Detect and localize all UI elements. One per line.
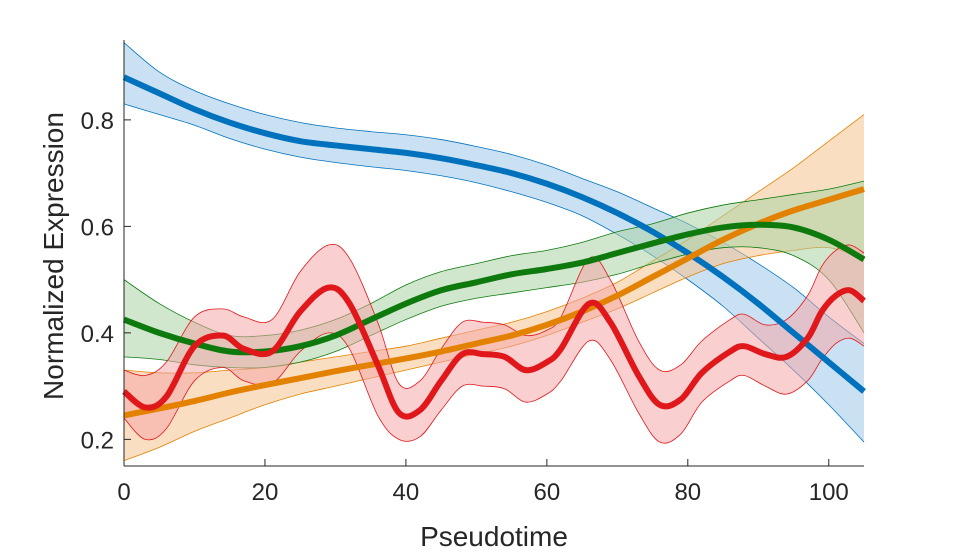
series-line-4 bbox=[122, 284, 866, 420]
x-tick-label: 60 bbox=[534, 479, 561, 506]
y-tick-label: 0.4 bbox=[81, 321, 114, 348]
y-tick-label: 0.6 bbox=[81, 214, 114, 241]
x-tick-label: 80 bbox=[674, 479, 701, 506]
confidence-band-3 bbox=[124, 181, 864, 368]
confidence-bands bbox=[123, 42, 865, 462]
band-upper-edge-4 bbox=[123, 243, 865, 389]
x-axis-title: Pseudotime bbox=[420, 521, 568, 552]
confidence-band-4 bbox=[124, 244, 864, 444]
x-tick-label: 20 bbox=[252, 479, 279, 506]
y-tick-label: 0.2 bbox=[81, 427, 114, 454]
trend-lines bbox=[122, 74, 866, 420]
x-ticks: 0 20 40 60 80 100 bbox=[117, 459, 849, 506]
y-axis-title: Normalized Expression bbox=[38, 112, 69, 400]
y-ticks: 0.2 0.4 0.6 0.8 bbox=[81, 108, 131, 454]
x-tick-label: 40 bbox=[393, 479, 420, 506]
x-tick-label: 0 bbox=[117, 479, 130, 506]
axes: 0 20 40 60 80 100 0.2 0.4 0.6 0.8 bbox=[81, 40, 864, 506]
x-tick-label: 100 bbox=[809, 479, 849, 506]
series-line-1 bbox=[122, 74, 866, 394]
y-tick-label: 0.8 bbox=[81, 108, 114, 135]
series-line-2 bbox=[123, 186, 865, 419]
